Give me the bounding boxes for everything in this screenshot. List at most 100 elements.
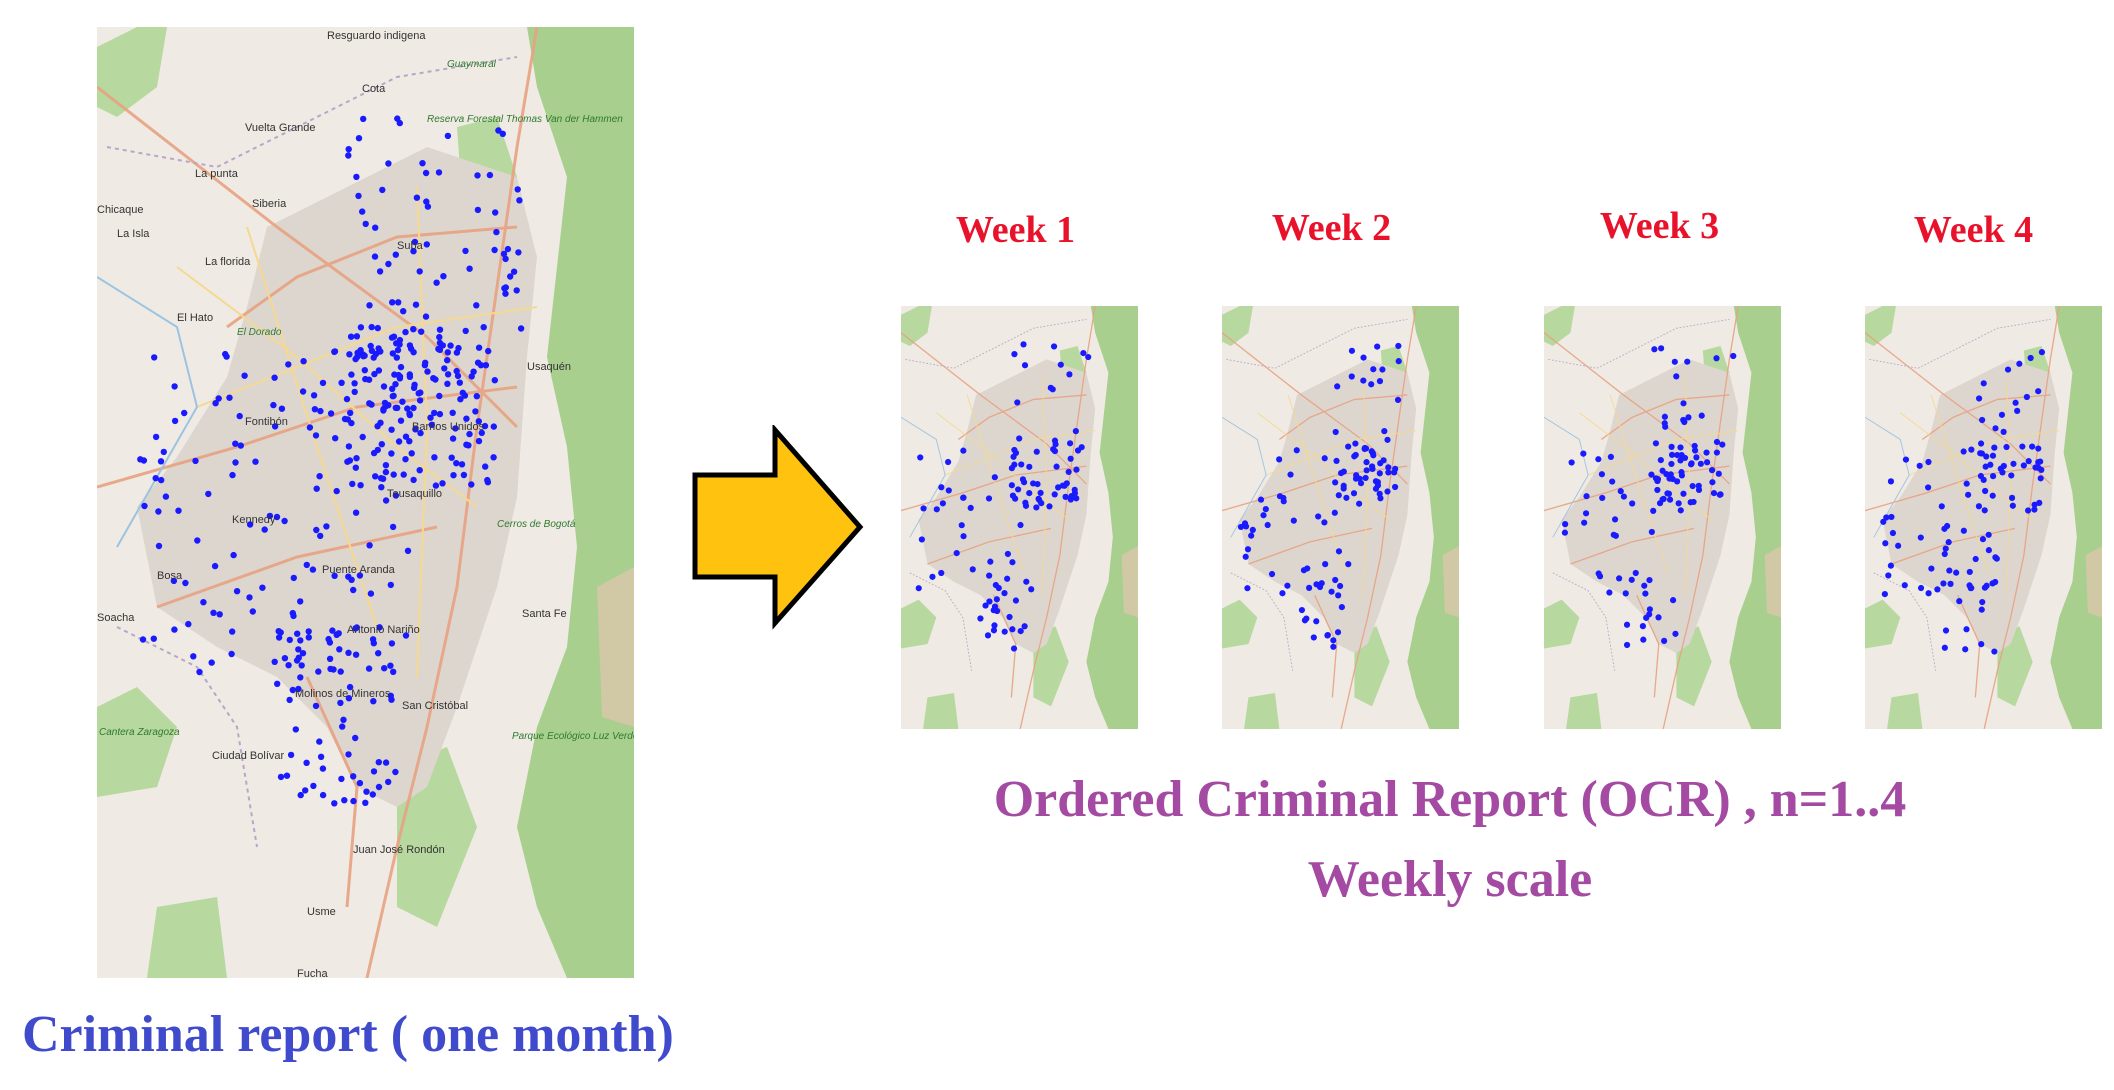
crime-point [439, 480, 446, 487]
crime-point [1708, 467, 1716, 474]
crime-point [1595, 456, 1602, 463]
crime-point [953, 549, 960, 557]
crime-point [453, 460, 460, 467]
crime-point [300, 358, 307, 365]
crime-point [416, 397, 424, 404]
crime-point [450, 472, 457, 479]
crime-point [1276, 456, 1283, 463]
crime-point [1691, 447, 1699, 454]
crime-point [1895, 542, 1902, 549]
crime-point [315, 668, 322, 675]
main-crime-map: Resguardo indigena Guaymaral Cota Vuelta… [97, 27, 634, 978]
crime-point [162, 493, 170, 500]
crime-point [246, 521, 254, 528]
crime-point [406, 342, 414, 349]
crime-point [388, 426, 395, 433]
week-3-map [1544, 306, 1781, 729]
crime-point [410, 404, 417, 412]
crime-point [1880, 518, 1887, 525]
crime-point [444, 132, 452, 140]
crime-point [388, 640, 396, 647]
crime-point [252, 458, 259, 465]
crime-point [1966, 568, 1973, 576]
crime-point [241, 372, 248, 379]
crime-point [1332, 428, 1339, 436]
crime-point [982, 602, 989, 609]
crime-point [1678, 469, 1685, 476]
crime-point [1628, 576, 1635, 583]
crime-point [292, 726, 299, 733]
crime-point [1018, 461, 1025, 468]
crime-point [377, 475, 385, 482]
crime-point [302, 787, 309, 794]
crime-point [1017, 521, 1024, 529]
week-crime-points [915, 341, 1092, 652]
crime-point [1012, 495, 1019, 502]
crime-point [370, 698, 377, 705]
place-label: Suba [397, 240, 424, 252]
crime-point [938, 569, 945, 577]
crime-point [1662, 423, 1669, 430]
crime-point [389, 299, 396, 306]
crime-point [1385, 464, 1392, 471]
crime-point [339, 723, 346, 730]
crime-point [986, 598, 993, 605]
crime-point [460, 471, 468, 479]
ocr-caption-title: Ordered Criminal Report (OCR) , n=1..4 [993, 771, 1907, 828]
crime-point [1881, 590, 1888, 598]
crime-point [2023, 393, 2030, 401]
crime-point [286, 636, 293, 644]
crime-point [1023, 578, 1030, 585]
crime-point [337, 699, 344, 707]
crime-point [468, 481, 475, 488]
crime-point [305, 634, 312, 641]
crime-point [1242, 523, 1250, 530]
crime-point [1925, 484, 1932, 491]
crime-point [1001, 628, 1008, 635]
crime-point [331, 800, 338, 807]
crime-point [413, 194, 421, 201]
place-label: Vuelta Grande [245, 122, 316, 134]
crime-point [327, 410, 335, 417]
crime-point [1982, 487, 1989, 495]
crime-point [990, 627, 998, 634]
crime-point [1598, 471, 1605, 478]
crime-point [1629, 500, 1636, 507]
crime-point [1392, 483, 1399, 491]
crime-point [1306, 584, 1313, 591]
crime-point [463, 441, 470, 448]
crime-point [472, 408, 479, 415]
crime-point [2010, 460, 2017, 467]
crime-point [428, 421, 435, 428]
crime-point [418, 328, 425, 335]
crime-point [368, 323, 375, 331]
crime-point [2038, 349, 2046, 356]
crime-point [454, 372, 462, 380]
crime-point [271, 658, 278, 665]
crime-point [417, 389, 424, 396]
crime-point [1280, 498, 1287, 505]
crime-point [1242, 553, 1249, 560]
crime-point [2003, 443, 2010, 451]
crime-point [402, 328, 409, 336]
crime-point [1934, 586, 1941, 593]
crime-point [319, 379, 327, 387]
crime-point [1343, 494, 1350, 501]
crime-point [492, 209, 499, 216]
crime-point [388, 696, 395, 703]
crime-point [1374, 343, 1381, 350]
crime-point [317, 753, 325, 760]
crime-point [1028, 586, 1035, 593]
crime-point [345, 649, 352, 656]
crime-point [1335, 548, 1343, 555]
crime-point [1335, 592, 1342, 599]
crime-point [1983, 582, 1990, 589]
crime-point [1324, 631, 1331, 639]
crime-point [458, 461, 466, 468]
crime-point [2020, 462, 2027, 469]
crime-point [305, 628, 312, 635]
crime-point [286, 696, 293, 704]
crime-point [317, 532, 324, 540]
crime-point [390, 668, 397, 675]
crime-point [958, 522, 965, 529]
